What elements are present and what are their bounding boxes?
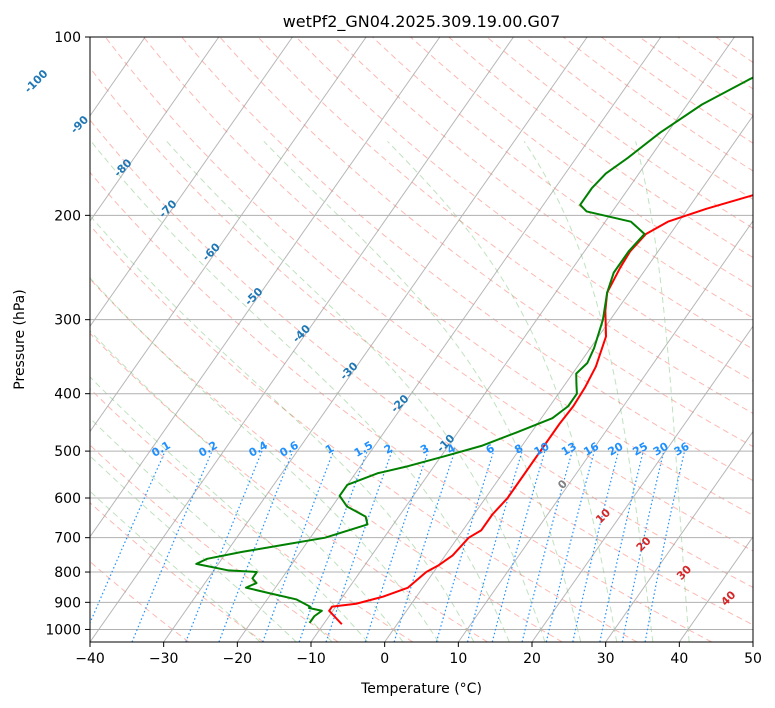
dry-adiabat <box>90 119 753 626</box>
mixing-ratio-line <box>131 450 213 642</box>
axes-frame <box>89 36 754 643</box>
mixing-ratio-line <box>572 450 620 642</box>
plot-area <box>90 37 753 642</box>
y-tick-label: 300 <box>54 313 81 329</box>
mixing-ratio-line <box>262 450 335 642</box>
dry-adiabat <box>90 502 264 642</box>
skewed-isotherm <box>457 220 753 642</box>
skewed-isotherm <box>90 37 293 328</box>
mixing-ratio-line <box>364 450 429 642</box>
skewed-isotherm <box>678 535 753 642</box>
mixing-ratio-line <box>491 450 546 642</box>
x-tick-label: −40 <box>75 651 105 667</box>
mixing-ratio-line <box>393 450 456 642</box>
dry-adiabat <box>90 278 563 642</box>
skewed-isotherm <box>605 430 753 642</box>
skewed-isotherm <box>310 37 735 642</box>
y-tick-label: 900 <box>54 595 81 611</box>
y-tick-label: 700 <box>54 531 81 547</box>
x-axis-label: Temperature (°C) <box>360 681 482 697</box>
x-tick-label: 50 <box>744 651 762 667</box>
x-tick-label: 10 <box>449 651 467 667</box>
skewed-isotherm <box>90 37 514 642</box>
x-axis-ticks: −40 −30 −20 −10 0 10 20 30 40 50 <box>75 642 762 667</box>
mixing-ratio-line <box>298 450 368 642</box>
mixing-ratio-line <box>521 450 573 642</box>
temperature-profile-line <box>328 193 753 625</box>
mixing-ratio-line <box>218 450 294 642</box>
dry-adiabat <box>143 37 753 516</box>
x-tick-label: −20 <box>223 651 253 667</box>
skewed-isotherm <box>90 37 441 538</box>
y-axis-label: Pressure (hPa) <box>12 289 28 389</box>
y-tick-label: 200 <box>54 208 81 224</box>
dry-adiabat <box>257 37 753 414</box>
x-tick-label: 0 <box>380 651 389 667</box>
dry-adiabat <box>410 37 753 289</box>
profile-lines <box>195 76 753 625</box>
y-tick-label: 100 <box>54 30 81 46</box>
x-tick-label: 30 <box>597 651 615 667</box>
y-axis-ticks: 100 200 300 400 500 600 700 800 900 1000 <box>45 30 90 638</box>
dewpoint-profile-line <box>195 76 753 624</box>
mixing-ratio-line <box>325 450 393 642</box>
mixing-ratio-line <box>185 450 263 642</box>
dry-adiabat <box>90 67 753 588</box>
mixing-ratio-line <box>599 450 644 642</box>
x-tick-label: −10 <box>296 651 326 667</box>
dry-adiabat <box>90 171 712 642</box>
dry-adiabat <box>295 37 753 382</box>
skewed-isotherm <box>90 37 367 433</box>
skewed-isotherm <box>163 37 588 642</box>
y-tick-label: 600 <box>54 491 81 507</box>
y-tick-label: 1000 <box>45 622 81 638</box>
skewed-isotherm <box>90 37 220 222</box>
dry-adiabat <box>104 37 753 552</box>
chart-title: wetPf2_GN04.2025.309.19.00.G07 <box>283 12 561 32</box>
x-tick-label: 40 <box>670 651 688 667</box>
dry-adiabat <box>219 37 753 448</box>
y-tick-label: 400 <box>54 387 81 403</box>
dry-adiabat <box>90 224 638 642</box>
skewed-isotherm <box>531 325 753 642</box>
y-tick-label: 500 <box>54 444 81 460</box>
mixing-ratio-line <box>545 450 595 642</box>
mixing-ratio-line <box>435 450 495 642</box>
dry-adiabat <box>90 332 488 642</box>
x-tick-label: −30 <box>149 651 179 667</box>
mixing-ratio-line <box>90 450 166 625</box>
y-tick-label: 800 <box>54 565 81 581</box>
x-tick-label: 20 <box>523 651 541 667</box>
background-lines <box>90 37 753 642</box>
